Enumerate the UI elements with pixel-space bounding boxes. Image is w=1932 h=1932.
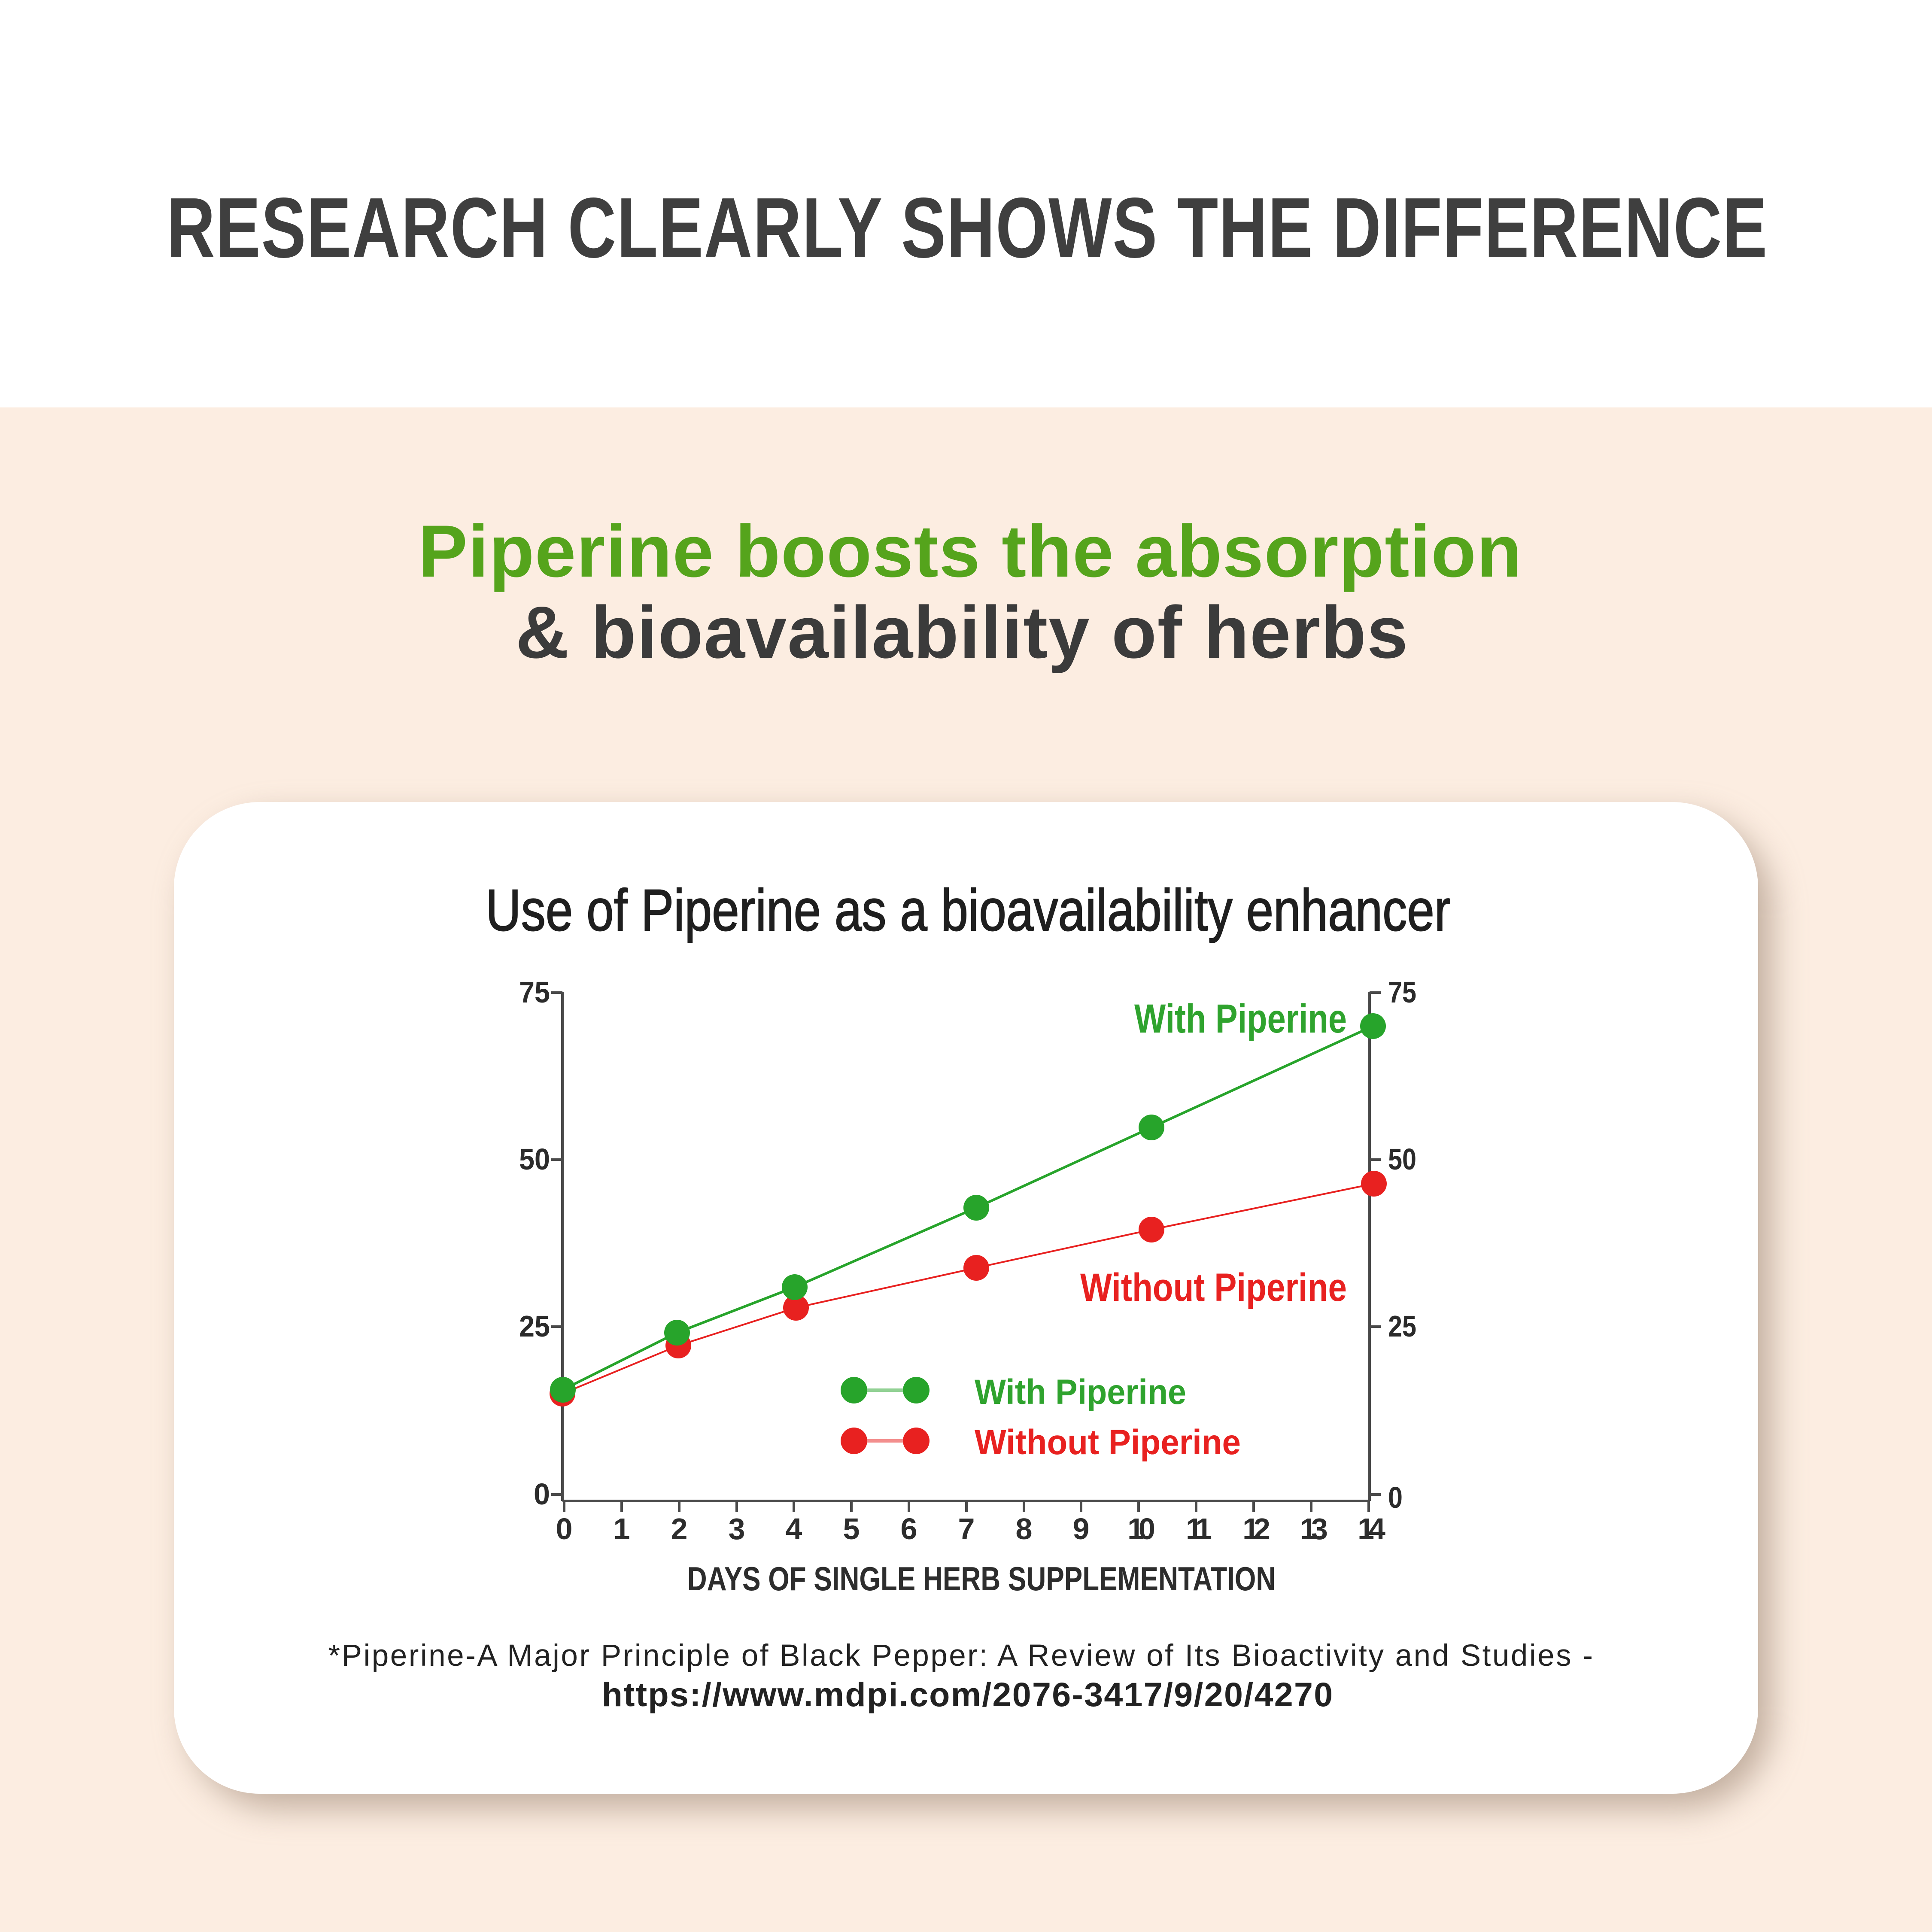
svg-text:14: 14 [1358,1512,1385,1546]
svg-text:13: 13 [1300,1512,1327,1546]
svg-text:25: 25 [1388,1309,1416,1343]
svg-text:11: 11 [1186,1512,1211,1546]
svg-text:9: 9 [1073,1512,1090,1546]
svg-text:6: 6 [901,1512,917,1546]
svg-text:3: 3 [729,1512,745,1546]
svg-text:4: 4 [786,1512,802,1546]
svg-text:1: 1 [614,1512,630,1546]
svg-text:50: 50 [1388,1142,1416,1176]
svg-text:0: 0 [534,1477,550,1511]
svg-text:Without Piperine: Without Piperine [975,1423,1241,1462]
svg-text:With Piperine: With Piperine [975,1373,1186,1412]
svg-text:2: 2 [671,1512,688,1546]
svg-text:With Piperine: With Piperine [1134,996,1347,1042]
svg-text:75: 75 [519,975,550,1009]
svg-text:7: 7 [958,1512,975,1546]
svg-text:Without Piperine: Without Piperine [1080,1266,1347,1309]
svg-text:50: 50 [519,1142,550,1176]
svg-text:0: 0 [1388,1481,1403,1514]
svg-text:0: 0 [556,1512,573,1546]
svg-text:75: 75 [1388,975,1416,1009]
svg-text:25: 25 [519,1309,550,1343]
svg-text:12: 12 [1242,1512,1270,1546]
svg-text:10: 10 [1127,1512,1154,1546]
svg-text:5: 5 [843,1512,860,1546]
svg-text:8: 8 [1016,1512,1033,1546]
